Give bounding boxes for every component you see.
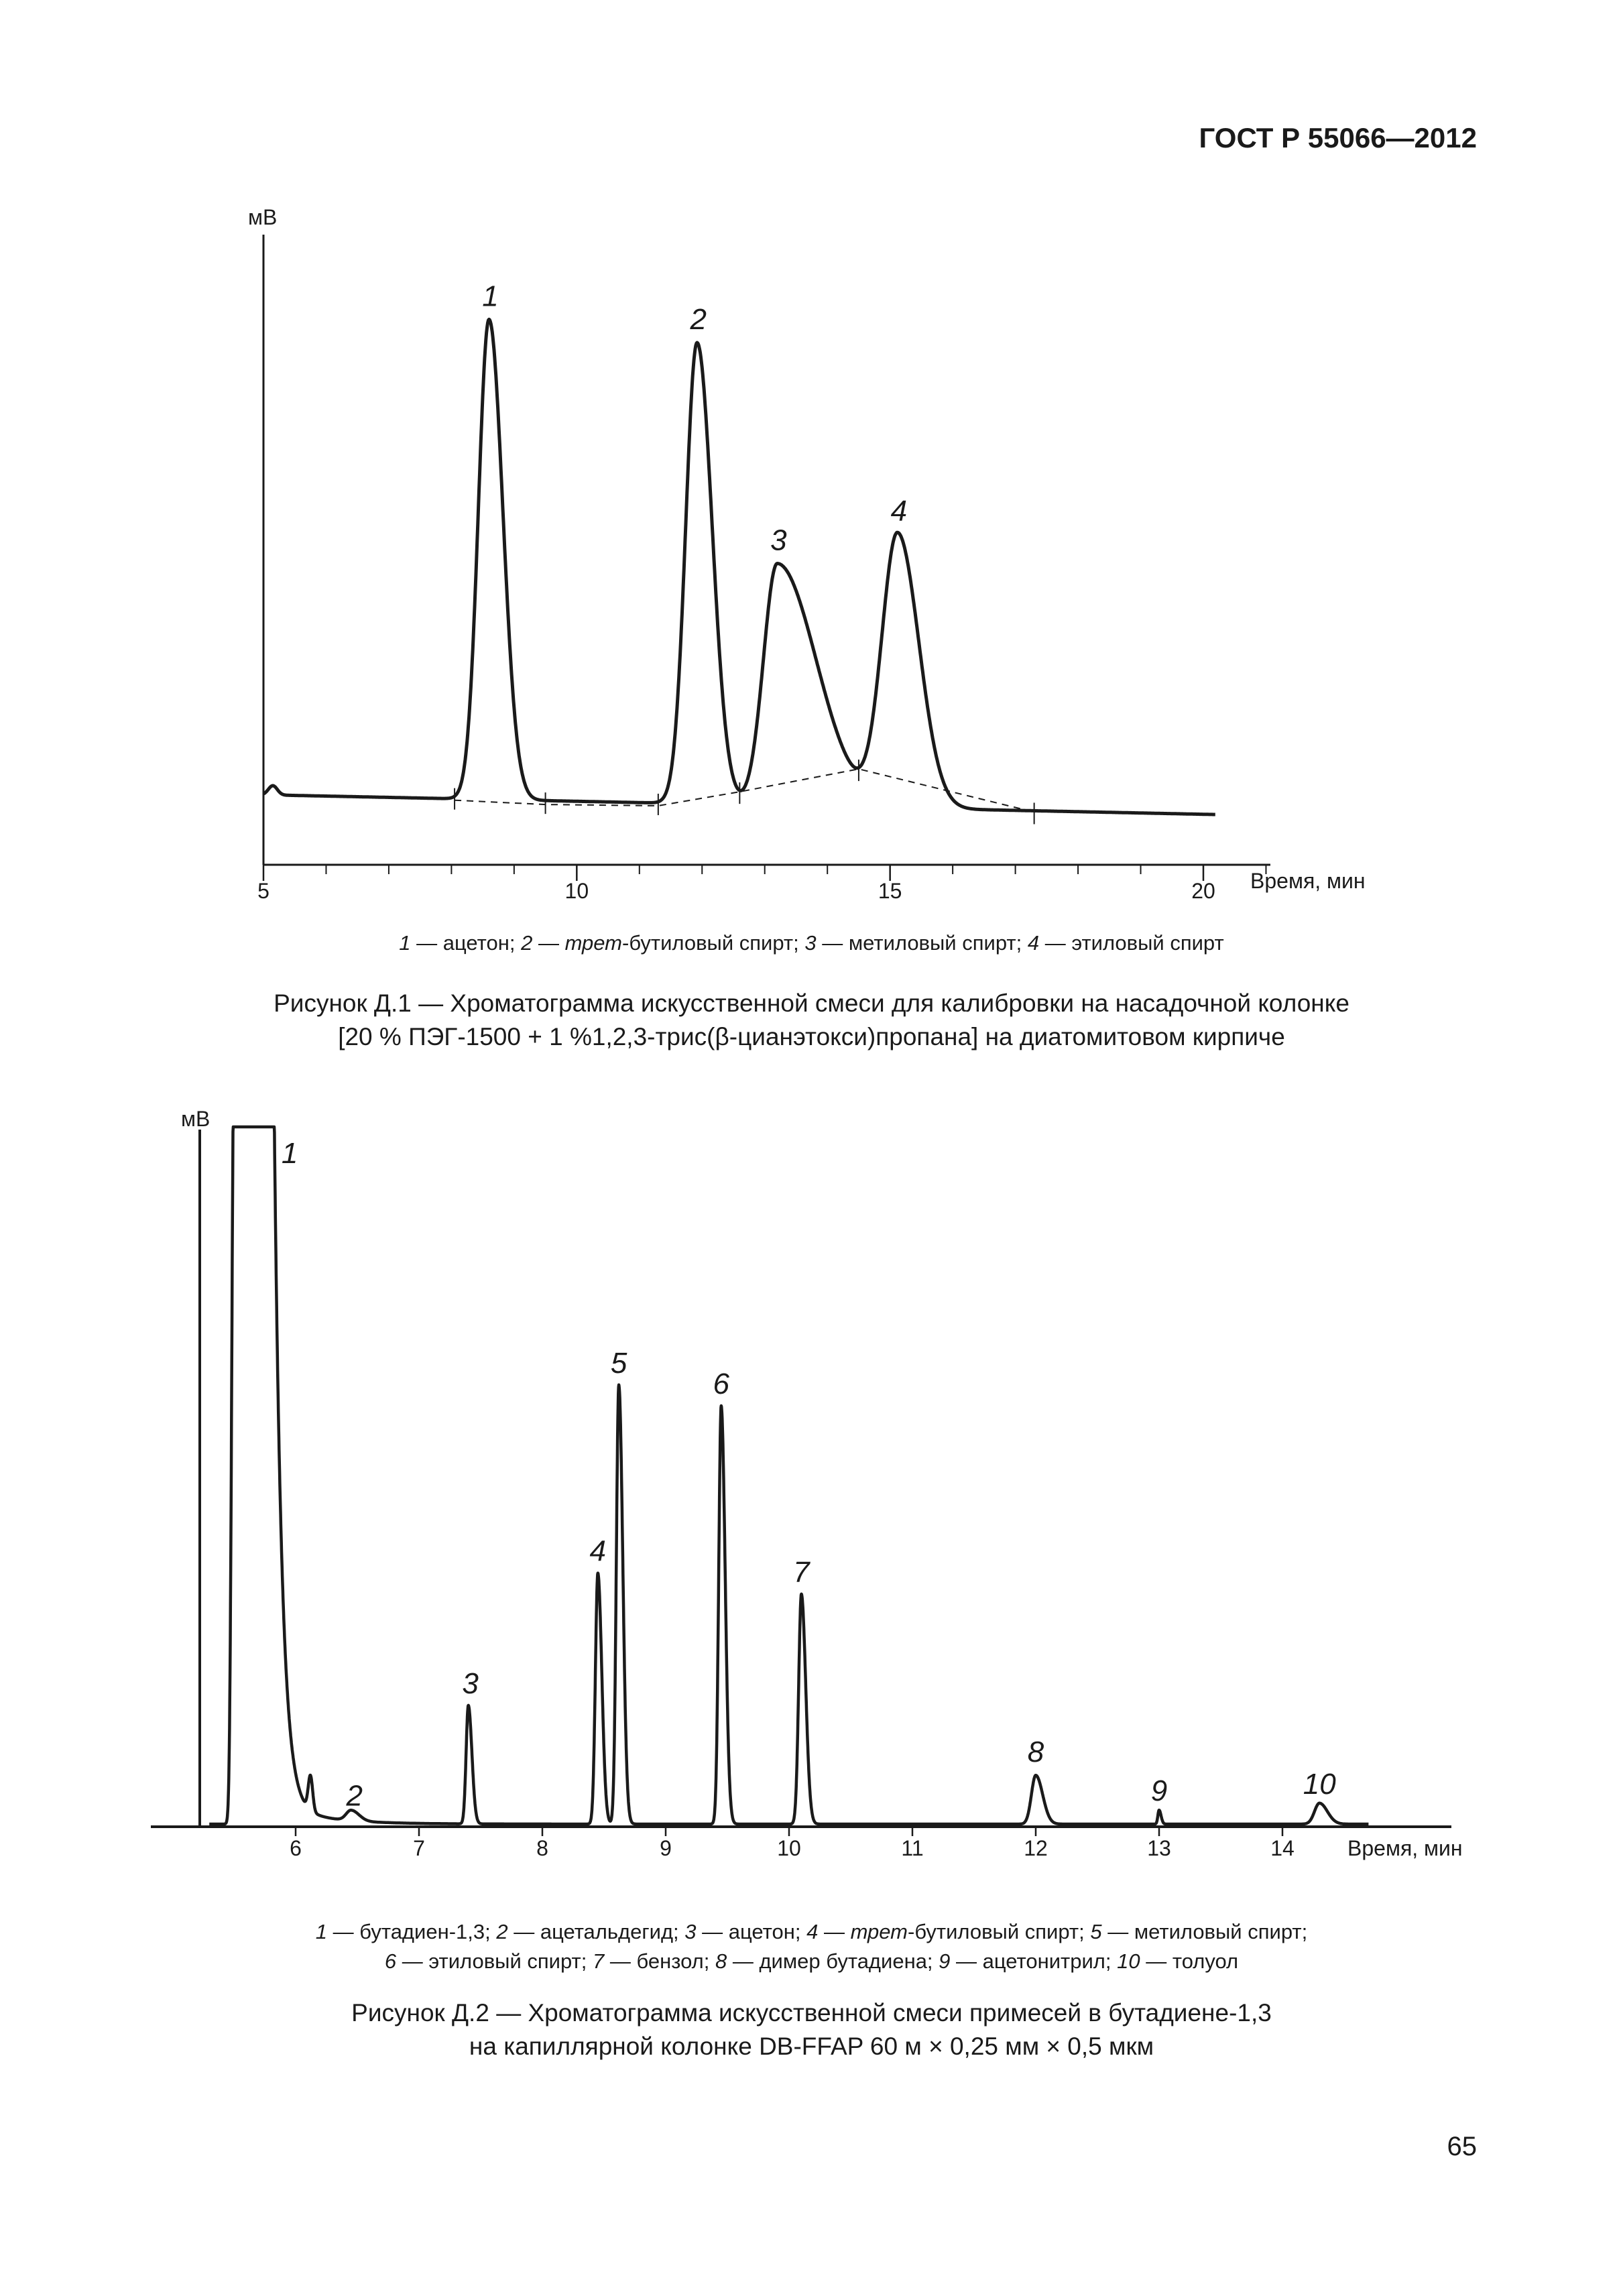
peak-label: 4: [891, 495, 907, 528]
peak-label: 1: [482, 280, 498, 312]
legend-item: 1 — ацетон;: [399, 931, 522, 955]
legend-item: 6 — этиловый спирт;: [384, 1949, 593, 1973]
figure-1-caption-line1: Рисунок Д.1 — Хроматограмма искусственно…: [274, 989, 1349, 1017]
peak-label: 5: [611, 1347, 627, 1380]
peak-label: 3: [462, 1667, 479, 1700]
figure-2-legend-line2: 6 — этиловый спирт; 7 — бензол; 8 — диме…: [0, 1947, 1623, 1976]
legend-item: 8 — димер бутадиена;: [715, 1949, 939, 1973]
peak-label: 10: [1303, 1768, 1336, 1801]
figure-1-caption-line2: [20 % ПЭГ-1500 + 1 %1,2,3-трис(β-цианэто…: [338, 1023, 1285, 1050]
document-header: ГОСТ Р 55066—2012: [1199, 122, 1477, 154]
figure-1-caption: Рисунок Д.1 — Хроматограмма искусственно…: [0, 987, 1623, 1054]
x-tick-label: 6: [290, 1836, 302, 1860]
x-tick-label: 9: [660, 1836, 672, 1860]
x-tick-label: 8: [536, 1836, 548, 1860]
x-tick-label: 7: [413, 1836, 425, 1860]
legend-item: 9 — ацетонитрил;: [939, 1949, 1118, 1973]
legend-item: 2 — ацетальдегид;: [496, 1920, 685, 1943]
figure-2-caption-line2: на капиллярной колонке DB-FFAP 60 м × 0,…: [469, 2033, 1154, 2060]
x-tick-label: 10: [565, 879, 589, 903]
legend-item: 3 — метиловый спирт;: [804, 931, 1028, 955]
x-tick-label: 15: [878, 879, 902, 903]
figure-2-legend-line1: 1 — бутадиен-1,3; 2 — ацетальдегид; 3 — …: [0, 1917, 1623, 1947]
x-axis-label: Время, мин: [1347, 1836, 1463, 1860]
x-tick-label: 12: [1024, 1836, 1048, 1860]
chromatogram-figure-1: мВ Время, мин 5 10 15 20 1 2 3 4: [248, 205, 1366, 903]
x-tick-label: 14: [1270, 1836, 1295, 1860]
legend-item: 3 — ацетон;: [684, 1920, 807, 1943]
peak-label: 1: [282, 1137, 298, 1170]
x-tick-label: 5: [257, 879, 269, 903]
figure-2-legend: 1 — бутадиен-1,3; 2 — ацетальдегид; 3 — …: [0, 1917, 1623, 1976]
legend-item: 4 — трет-бутиловый спирт;: [806, 1920, 1091, 1943]
peak-label: 9: [1151, 1774, 1167, 1807]
x-tick-label: 11: [901, 1836, 923, 1860]
figure-2-caption-line1: Рисунок Д.2 — Хроматограмма искусственно…: [351, 1999, 1272, 2027]
legend-item: 7 — бензол;: [592, 1949, 715, 1973]
integration-baseline: [455, 768, 1034, 813]
legend-item: 5 — метиловый спирт;: [1090, 1920, 1308, 1943]
chromatogram-trace: [208, 1125, 1370, 1826]
legend-item: 2 — трет-бутиловый спирт;: [521, 931, 805, 955]
legend-item: 1 — бутадиен-1,3;: [315, 1920, 497, 1943]
peak-label: 2: [346, 1779, 363, 1812]
x-tick-label: 10: [777, 1836, 801, 1860]
peak-label: 4: [590, 1535, 606, 1568]
peak-label: 7: [793, 1556, 810, 1589]
figure-2-caption: Рисунок Д.2 — Хроматограмма искусственно…: [0, 1996, 1623, 2063]
peak-label: 3: [770, 524, 787, 557]
x-tick-label: 13: [1147, 1836, 1171, 1860]
legend-item: 4 — этиловый спирт: [1027, 931, 1224, 955]
peak-label: 8: [1028, 1736, 1044, 1768]
peak-label: 6: [713, 1368, 730, 1400]
page-number: 65: [1447, 2132, 1478, 2161]
chromatogram-trace: [262, 317, 1217, 817]
y-axis-label: мВ: [181, 1107, 210, 1131]
x-axis-label: Время, мин: [1250, 869, 1366, 893]
y-axis-label: мВ: [248, 205, 277, 229]
legend-item: 10 — толуол: [1117, 1949, 1239, 1973]
x-tick-label: 20: [1191, 879, 1215, 903]
figure-1-legend: 1 — ацетон; 2 — трет-бутиловый спирт; 3 …: [0, 928, 1623, 958]
peak-label: 2: [690, 303, 707, 336]
